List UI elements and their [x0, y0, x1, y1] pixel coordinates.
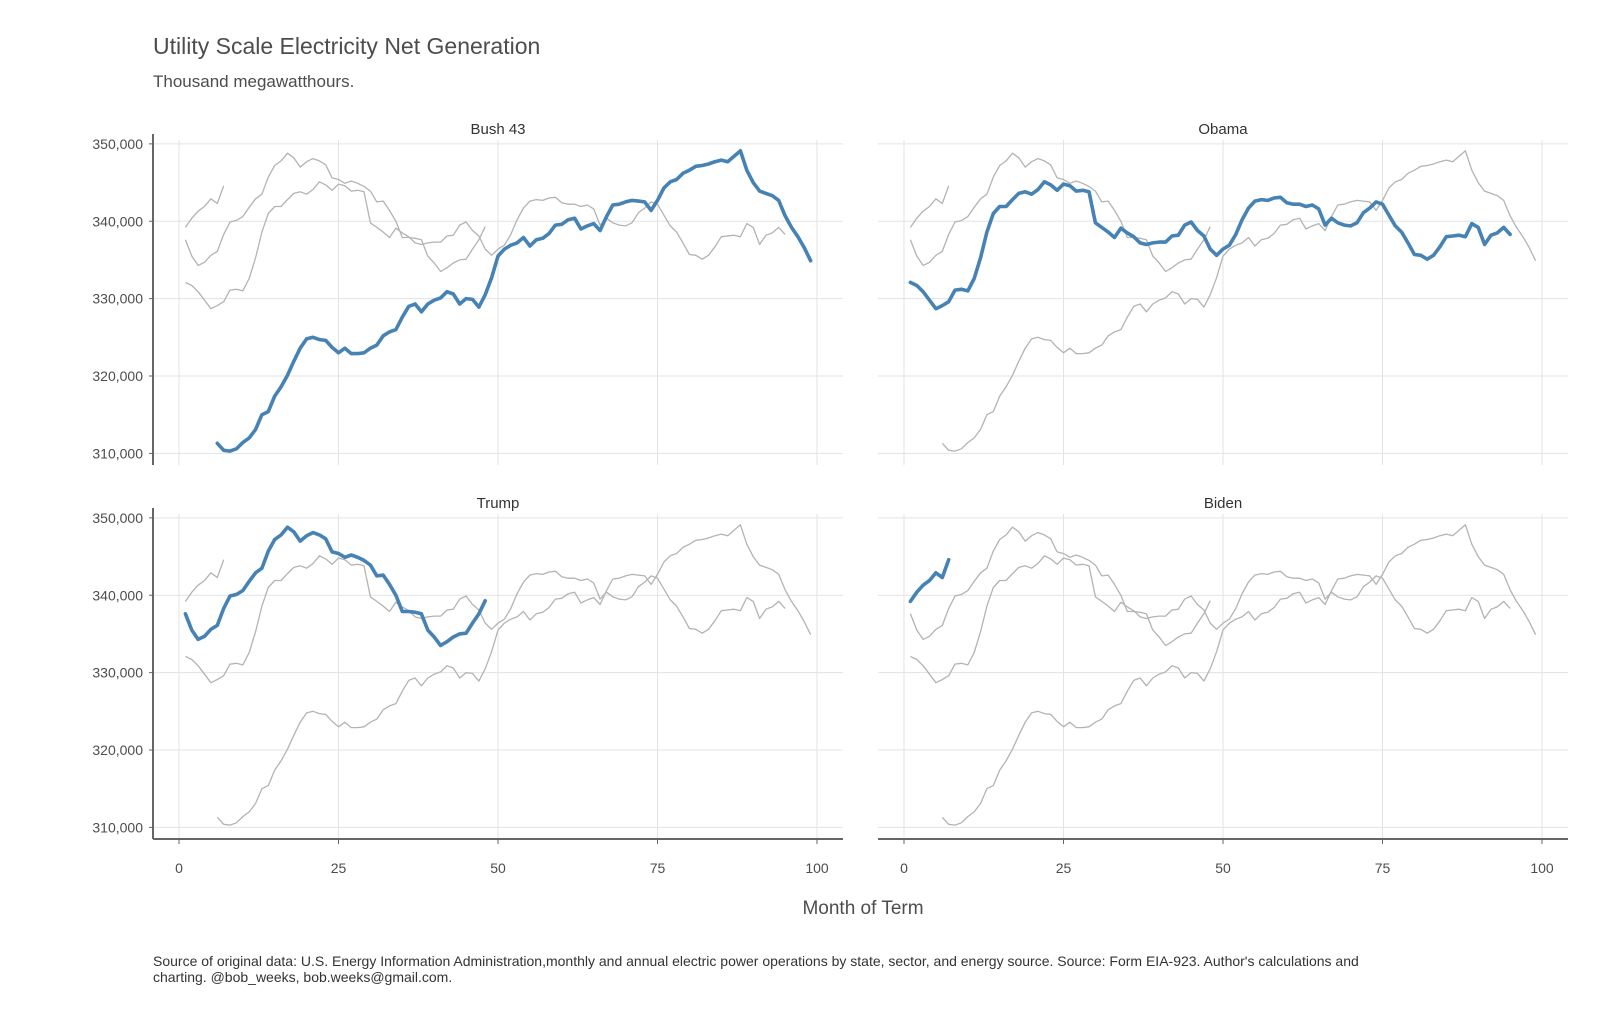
context-line-bush-43 [941, 524, 1537, 826]
x-tick-label: 50 [1215, 860, 1231, 876]
y-tick-label: 320,000 [92, 368, 143, 384]
chart-title: Utility Scale Electricity Net Generation [153, 33, 540, 59]
y-tick-label: 340,000 [92, 213, 143, 229]
x-tick-label: 0 [175, 860, 183, 876]
x-tick-label: 25 [1056, 860, 1072, 876]
facet-panel-bush-43: Bush 43 310,000 320,000 330,000 340,000 350,0… [92, 121, 843, 465]
facet-panels: Bush 43 310,000 320,000 330,000 340,000 350,0… [92, 121, 1568, 876]
y-tick-label: 340,000 [92, 587, 143, 603]
x-tick-label: 75 [650, 860, 666, 876]
x-tick-label: 100 [805, 860, 829, 876]
y-tick-label: 320,000 [92, 742, 143, 758]
facet-label: Trump [477, 495, 520, 512]
context-line-trump [909, 526, 1211, 647]
x-tick-label: 0 [900, 860, 908, 876]
facet-label: Biden [1204, 495, 1242, 512]
x-axis-label: Month of Term [802, 898, 923, 919]
highlight-line-biden [908, 557, 951, 604]
facet-panel-biden: Biden 0 25 50 75 100 [878, 495, 1568, 876]
context-line-biden [909, 185, 950, 228]
chart-subtitle: Thousand megawatthours. [153, 72, 354, 91]
context-line-bush-43 [941, 150, 1537, 452]
highlight-line-trump [183, 525, 488, 648]
facet-label: Obama [1198, 121, 1248, 138]
y-tick-label: 350,000 [92, 510, 143, 526]
context-line-obama [185, 555, 786, 684]
context-line-biden [184, 185, 225, 228]
y-tick-label: 310,000 [92, 819, 143, 835]
y-tick-label: 350,000 [92, 136, 143, 152]
source-caption: Source of original data: U.S. Energy Inf… [153, 953, 1359, 985]
y-tick-label: 330,000 [92, 291, 143, 307]
y-tick-label: 310,000 [92, 445, 143, 461]
highlight-line-obama [908, 180, 1512, 311]
x-tick-label: 75 [1375, 860, 1391, 876]
x-tick-label: 25 [331, 860, 347, 876]
highlight-line-bush-43 [215, 149, 813, 453]
context-line-bush-43 [216, 524, 812, 826]
x-tick-label: 100 [1530, 860, 1554, 876]
facet-label: Bush 43 [470, 121, 525, 138]
facet-panel-trump: Trump 310,000 320,000 330,000 340,000 350,000… [92, 495, 843, 876]
context-line-trump [184, 152, 486, 273]
x-tick-label: 50 [490, 860, 506, 876]
facet-panel-obama: Obama [878, 121, 1568, 465]
context-line-obama [910, 555, 1511, 684]
context-line-biden [184, 559, 225, 602]
y-tick-label: 330,000 [92, 665, 143, 681]
context-line-trump [909, 152, 1211, 273]
context-line-obama [185, 181, 786, 310]
